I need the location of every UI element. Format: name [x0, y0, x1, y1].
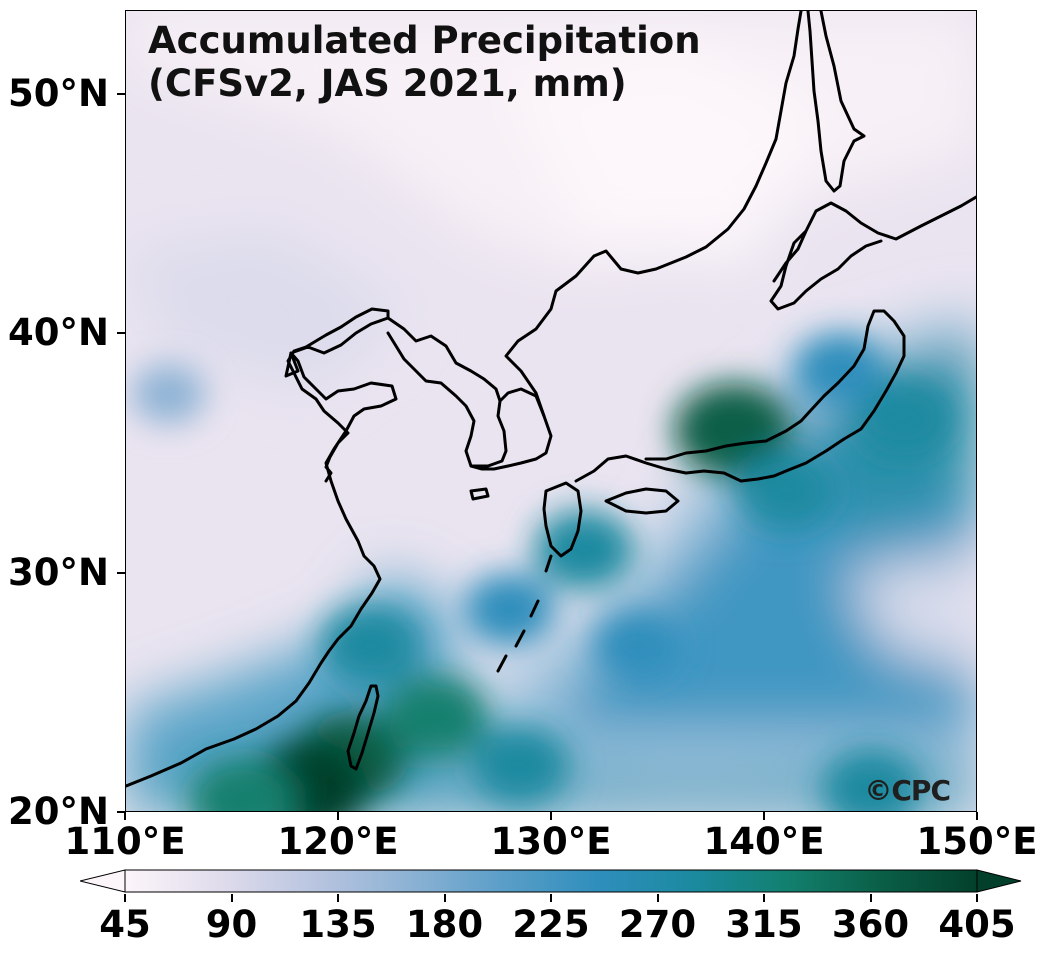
- colorbar-extend-high: [976, 869, 1022, 893]
- precipitation-map: [126, 11, 976, 811]
- precip-maxima: [131, 333, 953, 811]
- honshu-coast: [574, 309, 906, 483]
- colorbar-tick-label: 405: [938, 903, 1016, 946]
- lat-tick-label: 20°N: [8, 790, 109, 833]
- colorbar-tick: [550, 894, 552, 902]
- colorbar-body: [124, 869, 978, 893]
- colorbar-tick: [124, 894, 126, 902]
- precip-maximum: [320, 605, 422, 686]
- lat-tick-label: 50°N: [8, 71, 109, 115]
- precip-maximum: [854, 378, 953, 458]
- lat-tick-label: 30°N: [8, 550, 109, 594]
- precip-maximum: [131, 364, 206, 424]
- colorbar-tick-label: 360: [831, 903, 910, 946]
- colorbar-tick: [869, 894, 872, 902]
- colorbar-tick: [230, 894, 233, 902]
- lat-tick: [117, 92, 125, 95]
- taiwan-coast: [346, 684, 380, 771]
- russia-coast: [504, 11, 803, 418]
- lon-tick-label: 150°E: [916, 820, 1038, 863]
- lat-tick-label: 40°N: [8, 311, 109, 355]
- map-title: Accumulated Precipitation (CFSv2, JAS 20…: [148, 19, 701, 105]
- cheju-island: [469, 487, 490, 501]
- colorbar-tick: [443, 894, 446, 902]
- precip-maximum: [821, 748, 922, 811]
- precip-maximum: [382, 675, 488, 760]
- lon-tick: [976, 812, 978, 820]
- sakhalin-coast: [806, 11, 866, 193]
- lon-tick-label: 120°E: [277, 820, 399, 863]
- lon-tick-label: 130°E: [490, 820, 612, 863]
- colorbar-tick: [976, 894, 978, 902]
- colorbar-tick-label: 180: [405, 903, 484, 946]
- colorbar: [80, 869, 1022, 893]
- colorbar-tick-label: 315: [725, 903, 803, 946]
- colorbar-tick: [337, 894, 339, 902]
- precip-maximum: [594, 611, 680, 680]
- lat-tick: [117, 332, 125, 335]
- colorbar-tick-label: 270: [618, 903, 697, 946]
- cpc-credit-logo: ©CPC: [864, 774, 951, 807]
- precip-maximum: [189, 758, 297, 811]
- mainland-coast: [126, 307, 398, 788]
- shikoku-coast: [604, 487, 680, 515]
- precip-maximum: [673, 382, 793, 478]
- precip-maximum: [793, 333, 886, 407]
- lat-tick: [117, 571, 125, 574]
- colorbar-tick-label: 225: [512, 903, 590, 946]
- precip-maximum: [735, 449, 837, 531]
- precip-maximum: [469, 724, 571, 806]
- lat-tick: [117, 811, 125, 813]
- lon-tick-label: 110°E: [64, 820, 186, 863]
- precip-maximum: [533, 509, 635, 590]
- colorbar-extend-low: [80, 869, 126, 893]
- lon-tick: [550, 812, 552, 820]
- lon-tick: [337, 812, 339, 820]
- lon-tick: [763, 812, 765, 820]
- kyushu-coast: [542, 481, 583, 558]
- korea-coast: [469, 387, 553, 471]
- bohai-liaodong-coast: [284, 316, 508, 468]
- colorbar-tick-label: 135: [299, 903, 377, 946]
- colorbar-tick: [656, 894, 659, 902]
- map-panel: Accumulated Precipitation (CFSv2, JAS 20…: [125, 10, 977, 812]
- colorbar-tick-label: 90: [205, 903, 258, 946]
- lon-tick-label: 140°E: [703, 820, 825, 863]
- hokkaido-coast: [769, 195, 976, 311]
- lon-tick: [124, 812, 126, 820]
- precip-maximum: [463, 572, 556, 647]
- colorbar-tick-label: 45: [99, 903, 151, 946]
- ryukyu-islands: [496, 554, 553, 673]
- coastlines: [126, 11, 976, 788]
- colorbar-tick: [763, 894, 765, 902]
